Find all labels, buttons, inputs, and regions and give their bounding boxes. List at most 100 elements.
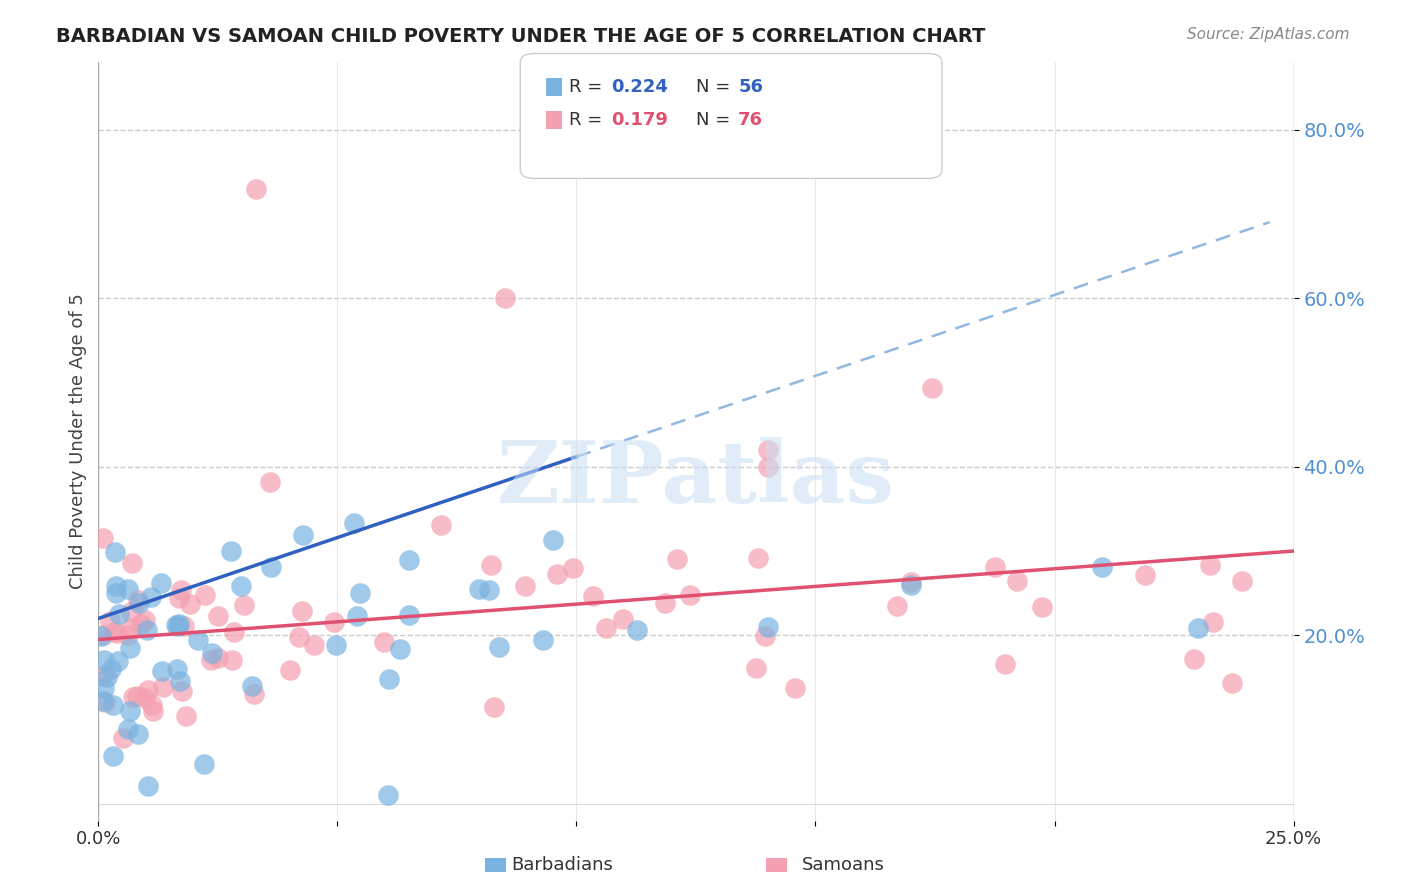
Point — [886, 599, 908, 613]
Point — [169, 673, 191, 688]
Point — [388, 641, 411, 656]
Point — [243, 687, 266, 701]
Point — [756, 442, 779, 457]
Point — [93, 669, 115, 683]
Point — [221, 653, 243, 667]
Point — [1005, 574, 1028, 588]
Point — [1133, 568, 1156, 582]
Point — [118, 704, 141, 718]
Point — [134, 690, 156, 705]
Point — [1230, 574, 1253, 588]
Point — [291, 603, 314, 617]
Point — [139, 590, 162, 604]
Point — [1199, 558, 1222, 572]
Point — [1201, 615, 1223, 629]
Point — [136, 623, 159, 637]
Point — [1220, 676, 1243, 690]
Point — [921, 381, 943, 395]
Point — [104, 579, 127, 593]
Point — [120, 605, 142, 619]
Point — [120, 621, 142, 635]
Point — [377, 789, 399, 803]
Y-axis label: Child Poverty Under the Age of 5: Child Poverty Under the Age of 5 — [69, 293, 87, 590]
Point — [149, 576, 172, 591]
Point — [165, 617, 187, 632]
Point — [138, 779, 160, 793]
Point — [118, 641, 141, 656]
Point — [173, 619, 195, 633]
Point — [91, 628, 114, 642]
Point — [93, 695, 115, 709]
Point — [98, 615, 121, 629]
Text: 56: 56 — [738, 78, 763, 96]
Point — [91, 531, 114, 545]
Point — [581, 589, 603, 603]
Point — [654, 596, 676, 610]
Point — [121, 556, 143, 570]
Point — [562, 560, 585, 574]
Point — [785, 681, 807, 695]
Point — [141, 698, 163, 712]
Text: Samoans: Samoans — [803, 856, 884, 874]
Point — [93, 681, 115, 696]
Point — [169, 582, 191, 597]
Point — [103, 624, 125, 639]
Point — [96, 670, 118, 684]
Point — [626, 623, 648, 637]
Point — [128, 597, 150, 611]
Text: 0.179: 0.179 — [612, 112, 668, 129]
Point — [207, 609, 229, 624]
Point — [429, 518, 451, 533]
Point — [167, 591, 190, 605]
Point — [232, 598, 254, 612]
Point — [546, 567, 568, 582]
Point — [152, 680, 174, 694]
Point — [134, 613, 156, 627]
Point — [207, 651, 229, 665]
Point — [666, 551, 689, 566]
Point — [984, 560, 1007, 574]
Point — [166, 662, 188, 676]
Point — [90, 629, 112, 643]
Point — [117, 628, 139, 642]
Point — [127, 592, 149, 607]
Point — [398, 553, 420, 567]
Point — [193, 757, 215, 772]
Point — [101, 748, 124, 763]
Point — [343, 516, 366, 530]
Point — [468, 582, 491, 597]
Text: Barbadians: Barbadians — [512, 856, 613, 874]
Point — [105, 625, 128, 640]
Point — [1182, 652, 1205, 666]
Point — [1031, 599, 1053, 614]
Point — [117, 722, 139, 736]
Point — [373, 635, 395, 649]
Point — [325, 638, 347, 652]
Point — [166, 618, 188, 632]
Point — [240, 679, 263, 693]
Point — [349, 586, 371, 600]
Point — [108, 607, 131, 622]
Point — [994, 657, 1017, 671]
Point — [129, 616, 152, 631]
Text: N =: N = — [696, 112, 735, 129]
Point — [479, 558, 502, 572]
Point — [117, 582, 139, 596]
Point — [1187, 621, 1209, 635]
Point — [488, 640, 510, 654]
Text: 0.224: 0.224 — [612, 78, 668, 96]
Point — [245, 182, 267, 196]
Point — [323, 615, 346, 630]
Text: BARBADIAN VS SAMOAN CHILD POVERTY UNDER THE AGE OF 5 CORRELATION CHART: BARBADIAN VS SAMOAN CHILD POVERTY UNDER … — [56, 27, 986, 45]
Point — [278, 664, 301, 678]
Point — [745, 661, 768, 675]
Point — [513, 578, 536, 592]
Text: N =: N = — [696, 78, 735, 96]
Point — [494, 291, 516, 305]
Point — [174, 709, 197, 723]
Point — [200, 652, 222, 666]
Point — [103, 545, 125, 559]
Point — [346, 609, 368, 624]
Text: 76: 76 — [738, 112, 763, 129]
Point — [229, 579, 252, 593]
